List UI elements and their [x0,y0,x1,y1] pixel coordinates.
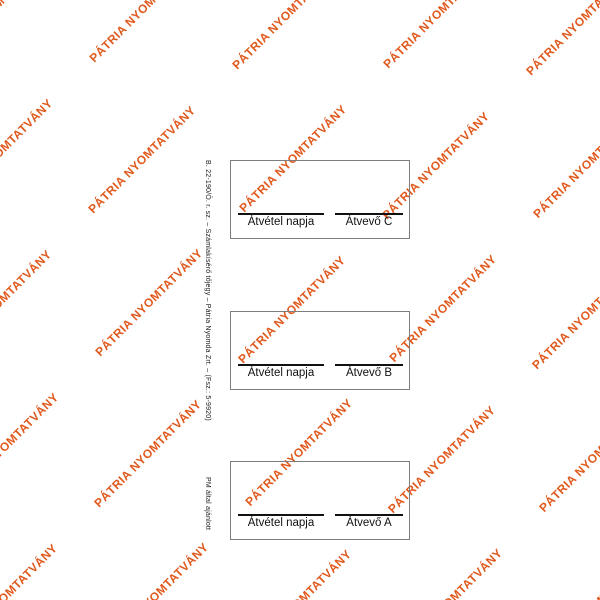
watermark-text: PÁTRIA NYOMTATVÁNY [530,108,600,221]
watermark-text: PÁTRIA NYOMTATVÁNY [98,540,212,600]
receiver-label: Átvevő A [346,517,392,529]
receiver-signature-line [335,364,403,366]
pm-recommendation-text: PM által ajánlott [204,477,211,531]
date-label: Átvétel napja [247,517,315,529]
watermark-text: PÁTRIA NYOMTATVÁNY [0,0,81,99]
date-label: Átvétel napja [247,216,315,228]
watermark-text: PÁTRIA NYOMTATVÁNY [0,96,56,209]
watermark-text: PÁTRIA NYOMTATVÁNY [529,259,600,372]
receipt-stub-c: Átvétel napja Átvevő C [230,160,410,239]
receiver-label: Átvevő C [345,216,393,228]
receipt-stub-b: Átvétel napja Átvevő B [230,311,410,390]
date-signature-line [238,213,324,215]
receiver-signature-line [335,213,403,215]
receiver-signature-line [335,514,403,516]
watermark-text: PÁTRIA NYOMTATVÁNY [0,390,62,503]
date-signature-line [238,514,324,516]
receipt-stub-a: Átvétel napja Átvevő A [230,461,410,540]
watermark-text: PÁTRIA NYOMTATVÁNY [0,247,55,360]
watermark-text: PÁTRIA NYOMTATVÁNY [229,0,343,73]
receiver-label: Átvevő B [345,367,393,379]
watermark-text: PÁTRIA NYOMTATVÁNY [86,0,200,66]
date-signature-line [238,364,324,366]
watermark-text: PÁTRIA NYOMTATVÁNY [536,401,600,515]
date-label: Átvétel napja [247,367,315,379]
watermark-text: PÁTRIA NYOMTATVÁNY [523,0,600,79]
watermark-text: PÁTRIA NYOMTATVÁNY [0,541,61,600]
form-code-text: B. 22-190/Ö. r. sz. – Számlakísérő tőjeg… [204,160,211,421]
watermark-text: PÁTRIA NYOMTATVÁNY [503,520,600,600]
watermark-text: PÁTRIA NYOMTATVÁNY [380,0,494,72]
